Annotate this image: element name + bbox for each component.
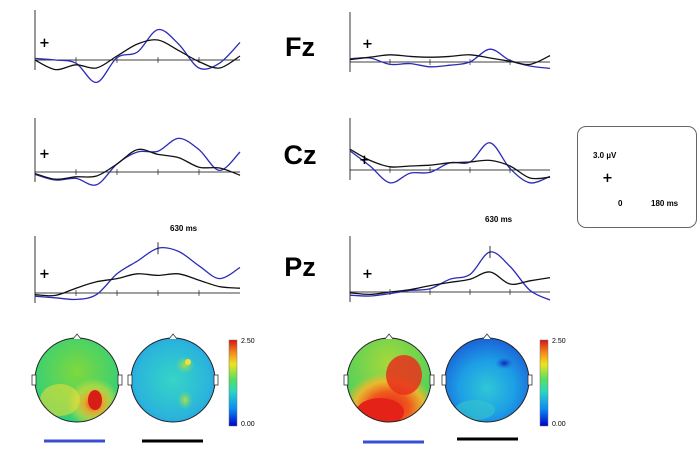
electrode-label-pz: Pz	[284, 252, 316, 282]
calibration-zero: 0	[618, 199, 623, 208]
plus-marker: +	[39, 147, 50, 162]
erp-panel-left-pz	[34, 236, 241, 303]
plus-marker: +	[39, 36, 50, 51]
erp-panel-right-cz	[349, 118, 551, 184]
plus-marker: +	[362, 267, 373, 282]
topo-map-right-blue	[343, 333, 435, 423]
series-line-black	[34, 39, 241, 71]
colorbar-left-min: 0.00	[241, 421, 255, 428]
topo-map-left-blue	[31, 333, 123, 423]
colorbar-left-max: 2.50	[241, 338, 255, 345]
erp-panel-right-fz	[349, 12, 551, 72]
series-line-black	[349, 54, 551, 66]
calibration-plus: +	[602, 171, 613, 186]
topo-map-left-black	[127, 333, 219, 423]
calibration-amplitude: 3.0 µV	[593, 151, 617, 160]
plus-marker: +	[39, 267, 50, 282]
peak-latency-right: 630 ms	[485, 215, 513, 224]
series-line-blue	[349, 48, 551, 70]
electrode-label-cz: Cz	[283, 140, 317, 170]
erp-panel-right-pz	[349, 236, 551, 302]
colorbar-right	[539, 339, 549, 427]
calibration-box	[577, 126, 697, 228]
peak-latency-left: 630 ms	[170, 224, 198, 233]
series-line-black	[34, 272, 241, 297]
erp-panel-left-cz	[34, 118, 241, 186]
series-line-blue	[34, 246, 241, 301]
series-line-blue	[34, 137, 241, 186]
colorbar-left	[228, 339, 238, 427]
plus-marker: +	[362, 37, 373, 52]
series-line-black	[34, 148, 241, 180]
colorbar-right-max: 2.50	[552, 338, 566, 345]
series-line-blue	[349, 251, 551, 301]
erp-waveform-plots	[34, 10, 551, 303]
series-line-black	[349, 148, 551, 180]
erp-panel-left-fz	[34, 10, 241, 84]
topo-map-right-black	[441, 333, 533, 423]
plus-marker: +	[359, 153, 370, 168]
series-line-black	[349, 271, 551, 296]
series-line-blue	[34, 28, 241, 84]
colorbar-right-min: 0.00	[552, 421, 566, 428]
calibration-duration: 180 ms	[651, 199, 679, 208]
electrode-label-fz: Fz	[285, 32, 315, 62]
